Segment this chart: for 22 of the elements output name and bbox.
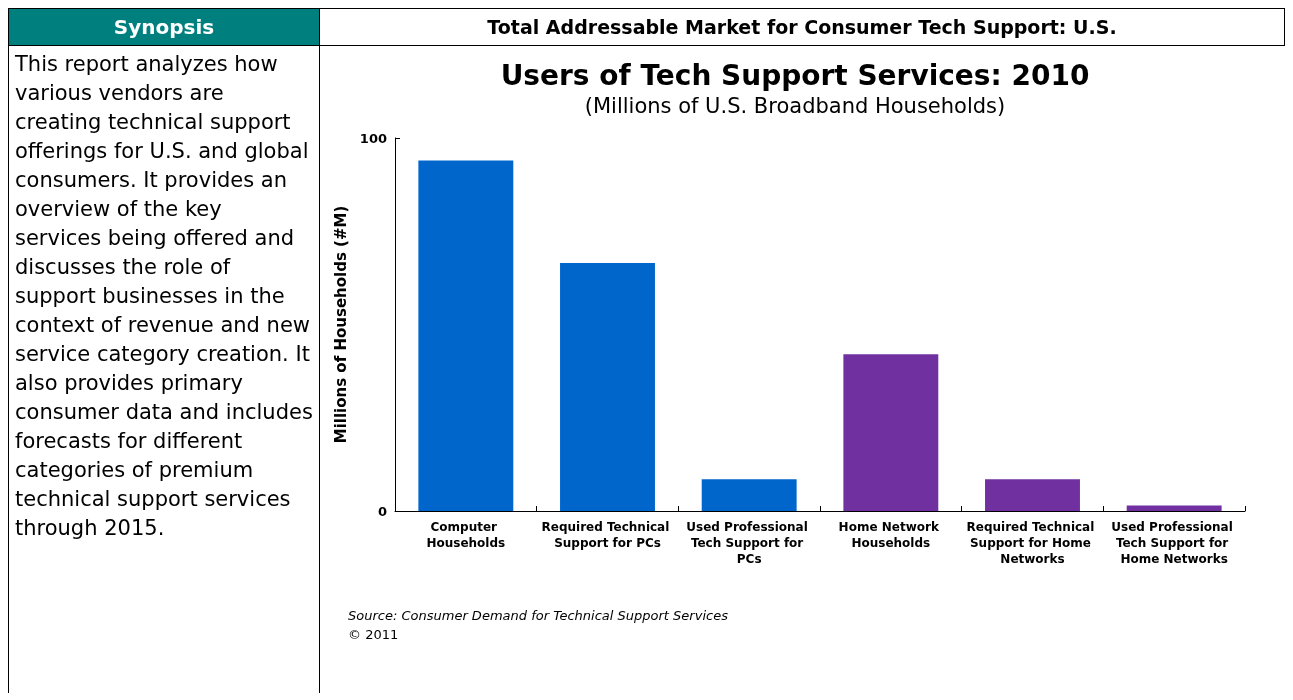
x-tick-label: Required Technical Support for PCs: [541, 520, 674, 550]
y-axis-title: Millions of Households (#M): [332, 205, 351, 444]
x-tick-label: Home Network Households: [838, 520, 944, 550]
source-note: Source: Consumer Demand for Technical Support Services: [348, 607, 729, 625]
bar: [560, 262, 655, 511]
chart-subtitle: (Millions of U.S. Broadband Households): [584, 93, 1006, 118]
bar: [1126, 505, 1222, 511]
text: Total Addressable Market for Consumer Tech Support: U.S.: [320, 9, 1285, 46]
text: © 2011: [348, 626, 400, 644]
y-tick-label: 100: [359, 130, 387, 146]
bar: [418, 160, 514, 511]
text: This report analyzes how various vendors are creating technical support offerings for U.S. and global consumers. It provides an overview of the key services being offered and discusses the role of support businesses in the context of revenue and new service category creation. It also provides primary consumer data and includes forecasts for different categories of premium technical support services through 2015.: [15, 52, 313, 540]
x-tick-label: Used Professional Tech Support for Home Networks: [1111, 520, 1238, 566]
x-tick-label: Computer Households: [426, 520, 506, 550]
text: Synopsis: [9, 9, 319, 46]
x-tick-label: Used Professional Tech Support for PCs: [686, 520, 813, 566]
chart-title: Users of Tech Support Services: 2010: [500, 58, 1090, 92]
bar: [701, 479, 797, 511]
bar: [843, 354, 939, 511]
bar: [985, 479, 1080, 511]
x-tick-label: Required Technical Support for Home Networks: [966, 520, 1099, 566]
y-tick-label: 0: [377, 503, 387, 519]
